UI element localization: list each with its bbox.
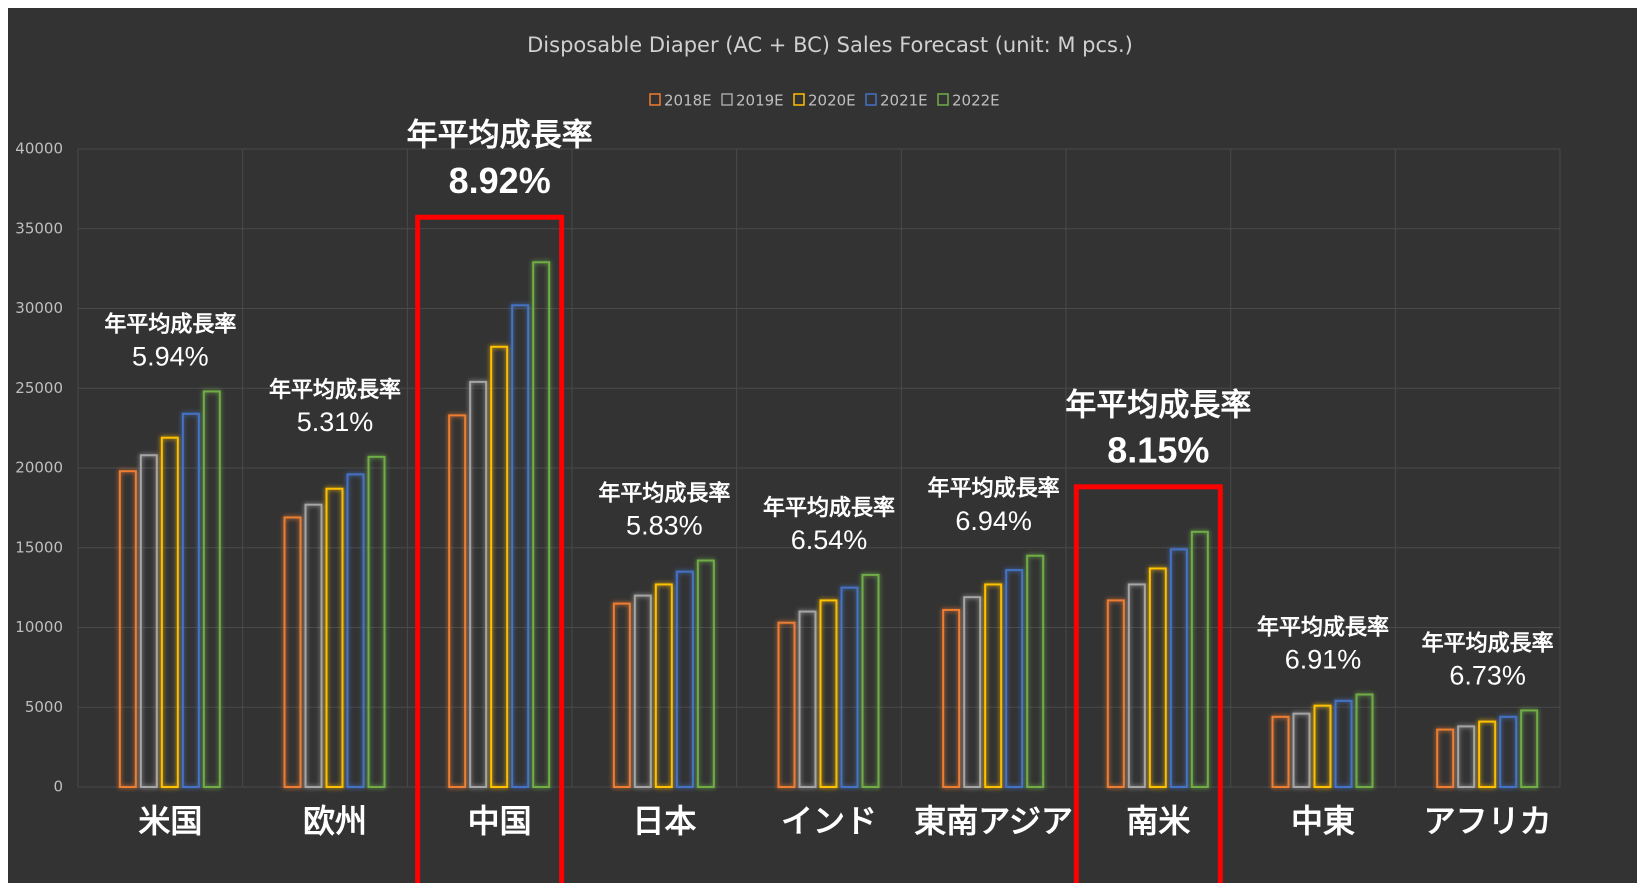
bar xyxy=(1436,728,1455,789)
bar xyxy=(963,596,982,788)
bar xyxy=(633,594,652,788)
x-tick-label: 東南アジア xyxy=(914,802,1073,840)
bar xyxy=(181,412,200,788)
legend-label: 2021E xyxy=(880,92,928,110)
x-tick-label: 南米 xyxy=(1126,802,1190,840)
y-tick-label: 5000 xyxy=(25,698,63,716)
bar xyxy=(777,621,796,789)
bar xyxy=(202,390,221,788)
y-tick-label: 30000 xyxy=(15,299,63,317)
bar xyxy=(469,380,488,788)
bar xyxy=(1148,567,1167,788)
x-tick-label: 中国 xyxy=(468,802,532,840)
bar xyxy=(139,454,158,788)
bar xyxy=(1499,715,1518,789)
chart-title: Disposable Diaper (AC + BC) Sales Foreca… xyxy=(527,33,1133,57)
bar xyxy=(1169,548,1188,788)
annotation-value: 6.94% xyxy=(955,506,1032,536)
bar xyxy=(984,583,1003,788)
bar xyxy=(1190,530,1209,788)
bar xyxy=(511,304,530,788)
bar xyxy=(1313,704,1332,789)
bar xyxy=(840,586,859,788)
bar xyxy=(1106,599,1125,789)
annotation-value: 8.15% xyxy=(1107,429,1209,470)
legend-label: 2019E xyxy=(736,92,784,110)
bar xyxy=(1457,725,1476,789)
highlight-box xyxy=(415,214,565,883)
bar xyxy=(798,610,817,788)
bar xyxy=(490,345,509,788)
legend-swatch xyxy=(937,93,949,106)
chart-background xyxy=(8,8,1637,883)
legend-label: 2018E xyxy=(664,92,712,110)
bar xyxy=(160,436,179,788)
bar xyxy=(304,503,323,788)
bar xyxy=(367,455,386,788)
bar xyxy=(1026,554,1045,788)
annotation-label: 年平均成長率 xyxy=(1422,630,1554,656)
bar xyxy=(612,602,631,789)
x-tick-label: 米国 xyxy=(138,802,202,840)
x-tick-label: アフリカ xyxy=(1424,802,1552,840)
annotation-label: 年平均成長率 xyxy=(763,495,895,521)
bar xyxy=(1355,693,1374,788)
bar xyxy=(861,573,880,788)
bar xyxy=(675,570,694,788)
bar xyxy=(448,414,467,788)
annotation-label: 年平均成長率 xyxy=(928,476,1060,502)
bar xyxy=(1478,720,1497,788)
bar xyxy=(325,487,344,788)
bar xyxy=(696,559,715,789)
annotation-value: 6.91% xyxy=(1285,645,1362,675)
annotation-value: 5.31% xyxy=(297,407,374,437)
bar xyxy=(1127,583,1146,788)
legend-swatch xyxy=(793,93,805,106)
x-tick-label: 欧州 xyxy=(303,802,367,840)
bar xyxy=(118,470,137,788)
y-tick-label: 0 xyxy=(53,778,63,796)
bar xyxy=(1271,715,1290,789)
y-tick-label: 10000 xyxy=(15,618,63,636)
annotation-label: 年平均成長率 xyxy=(104,311,236,337)
annotation-value: 6.54% xyxy=(791,525,868,555)
bar xyxy=(1334,699,1353,788)
annotation-label: 年平均成長率 xyxy=(1257,614,1389,640)
annotation-label: 年平均成長率 xyxy=(598,481,730,507)
bar xyxy=(346,473,365,788)
bar xyxy=(819,599,838,789)
bar xyxy=(1292,712,1311,789)
annotation-label: 年平均成長率 xyxy=(269,377,401,403)
legend-swatch xyxy=(721,93,733,106)
x-tick-label: インド xyxy=(781,802,877,840)
annotation-label: 年平均成長率 xyxy=(1065,387,1251,423)
legend-swatch xyxy=(649,93,661,106)
y-tick-label: 15000 xyxy=(15,538,63,556)
annotation-label: 年平均成長率 xyxy=(407,118,593,154)
annotation-value: 5.83% xyxy=(626,511,703,541)
bar xyxy=(654,583,673,788)
bar xyxy=(1520,709,1539,788)
y-tick-label: 20000 xyxy=(15,459,63,477)
legend-label: 2022E xyxy=(952,92,1000,110)
bar xyxy=(1005,569,1024,789)
x-tick-label: 日本 xyxy=(632,802,696,840)
annotation-value: 6.73% xyxy=(1449,661,1526,691)
bar xyxy=(942,608,961,789)
legend-label: 2020E xyxy=(808,92,856,110)
y-tick-label: 35000 xyxy=(15,219,63,237)
x-tick-label: 中東 xyxy=(1291,802,1355,840)
bar xyxy=(532,261,551,788)
bar xyxy=(283,516,302,788)
legend-swatch xyxy=(865,93,877,106)
y-tick-label: 25000 xyxy=(15,379,63,397)
annotation-value: 5.94% xyxy=(132,342,209,372)
y-tick-label: 40000 xyxy=(15,140,63,158)
annotation-value: 8.92% xyxy=(449,160,551,201)
highlight-box xyxy=(1073,484,1223,883)
